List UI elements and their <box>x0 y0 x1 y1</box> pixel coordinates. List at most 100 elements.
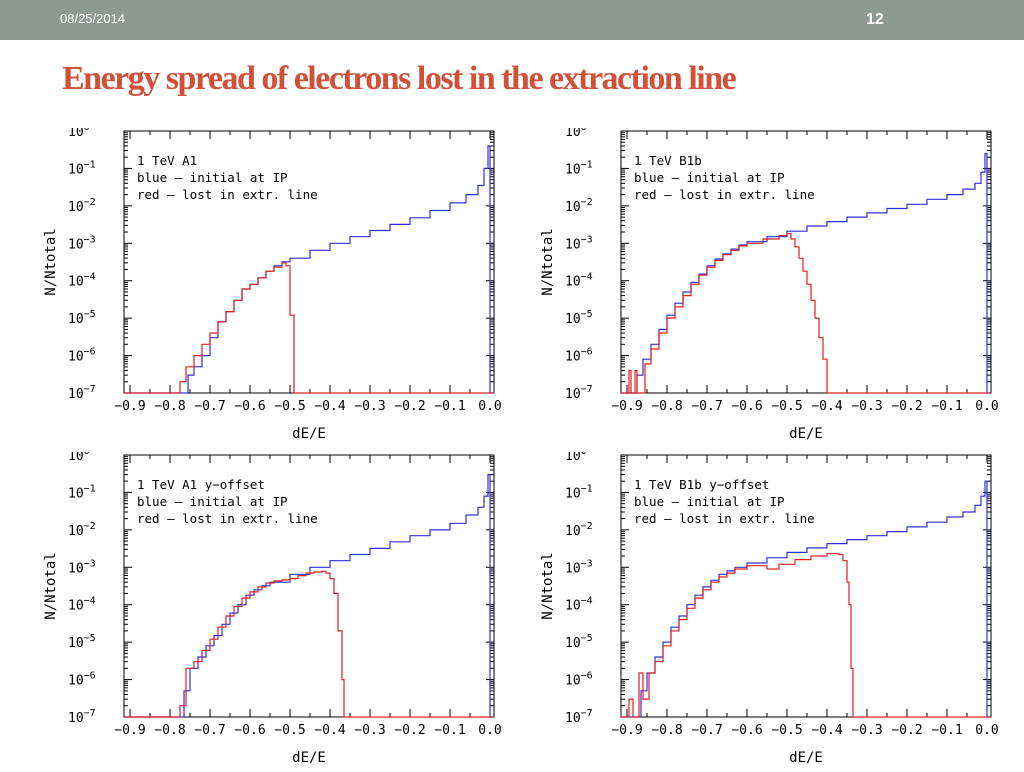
y-tick-label: 10−3 <box>68 234 96 252</box>
x-tick-label: −0.6 <box>731 399 762 414</box>
slide-title: Energy spread of electrons lost in the e… <box>62 60 737 97</box>
x-tick-label: −0.9 <box>611 399 642 414</box>
legend-red: red – lost in extr. line <box>137 187 318 202</box>
y-tick-label: 10−3 <box>565 558 593 576</box>
legend-red: red – lost in extr. line <box>634 511 815 526</box>
x-tick-label: −0.9 <box>114 723 145 738</box>
x-tick-label: −0.7 <box>194 723 225 738</box>
plot-label: 1 TeV B1b y−offset <box>634 477 769 492</box>
x-tick-label: −0.4 <box>314 399 345 414</box>
y-tick-label: 100 <box>68 452 90 464</box>
series-red <box>621 233 991 394</box>
plot-frame <box>123 454 495 718</box>
x-tick-label: −0.4 <box>314 723 345 738</box>
y-tick-label: 10−1 <box>565 483 593 501</box>
x-tick-label: −0.7 <box>194 399 225 414</box>
y-tick-label: 10−7 <box>565 384 593 402</box>
plot-label: 1 TeV A1 y−offset <box>137 477 265 492</box>
y-tick-label: 100 <box>565 452 587 464</box>
x-tick-label: 0.0 <box>975 399 998 414</box>
plot-1tev-a1: 10−710−610−510−410−310−210−1100−0.9−0.8−… <box>43 128 502 442</box>
plot-label: 1 TeV B1b <box>634 153 702 168</box>
y-tick-label: 10−7 <box>565 708 593 726</box>
plot-1tev-b1b-y-offset: 10−710−610−510−410−310−210−1100−0.9−0.8−… <box>540 452 999 766</box>
y-tick-label: 10−3 <box>68 558 96 576</box>
y-tick-label: 10−6 <box>565 671 593 689</box>
y-tick-label: 10−1 <box>68 159 96 177</box>
x-tick-label: −0.3 <box>851 723 882 738</box>
plot-frame <box>620 130 992 394</box>
series-red <box>124 570 494 718</box>
x-tick-label: −0.4 <box>811 399 842 414</box>
x-tick-label: 0.0 <box>478 399 501 414</box>
x-tick-label: −0.7 <box>691 723 722 738</box>
y-tick-label: 10−2 <box>565 521 593 539</box>
legend-red: red – lost in extr. line <box>137 511 318 526</box>
x-tick-label: −0.8 <box>154 399 185 414</box>
plot-frame <box>620 454 992 718</box>
x-tick-label: −0.8 <box>651 723 682 738</box>
y-tick-label: 10−4 <box>565 272 593 290</box>
x-tick-label: −0.6 <box>731 723 762 738</box>
x-tick-label: −0.1 <box>931 723 962 738</box>
legend-blue: blue – initial at IP <box>137 170 288 185</box>
y-tick-label: 10−4 <box>565 596 593 614</box>
y-tick-label: 10−7 <box>68 708 96 726</box>
x-tick-label: −0.2 <box>891 723 922 738</box>
x-tick-label: −0.1 <box>434 399 465 414</box>
x-axis-label: dE/E <box>292 426 326 442</box>
x-tick-label: −0.5 <box>771 399 802 414</box>
slide-number: 12 <box>866 11 884 28</box>
x-tick-label: −0.1 <box>931 399 962 414</box>
x-tick-label: −0.3 <box>354 723 385 738</box>
x-tick-label: −0.5 <box>771 723 802 738</box>
series-blue <box>124 474 494 718</box>
x-tick-label: −0.2 <box>394 723 425 738</box>
x-tick-label: −0.3 <box>354 399 385 414</box>
x-tick-label: −0.8 <box>651 399 682 414</box>
legend-blue: blue – initial at IP <box>137 494 288 509</box>
x-tick-label: 0.0 <box>478 723 501 738</box>
x-tick-label: −0.9 <box>611 723 642 738</box>
x-tick-label: 0.0 <box>975 723 998 738</box>
plot-label: 1 TeV A1 <box>137 153 197 168</box>
x-tick-label: −0.5 <box>274 723 305 738</box>
y-tick-label: 10−5 <box>68 633 96 651</box>
y-axis-label: N/Ntotal <box>43 552 59 619</box>
plot-1tev-a1-y-offset: 10−710−610−510−410−310−210−1100−0.9−0.8−… <box>43 452 502 766</box>
y-tick-label: 10−5 <box>68 309 96 327</box>
x-tick-label: −0.9 <box>114 399 145 414</box>
x-tick-label: −0.6 <box>234 399 265 414</box>
x-tick-label: −0.3 <box>851 399 882 414</box>
y-tick-label: 10−2 <box>565 197 593 215</box>
y-tick-label: 10−4 <box>68 272 96 290</box>
y-tick-label: 10−4 <box>68 596 96 614</box>
x-tick-label: −0.4 <box>811 723 842 738</box>
x-axis-label: dE/E <box>789 750 823 766</box>
legend-blue: blue – initial at IP <box>634 494 785 509</box>
series-red <box>124 262 494 394</box>
y-tick-label: 10−2 <box>68 521 96 539</box>
x-tick-label: −0.2 <box>394 399 425 414</box>
x-tick-label: −0.7 <box>691 399 722 414</box>
y-tick-label: 100 <box>565 128 587 140</box>
y-axis-label: N/Ntotal <box>43 228 59 295</box>
y-tick-label: 10−1 <box>68 483 96 501</box>
legend-blue: blue – initial at IP <box>634 170 785 185</box>
series-blue <box>124 145 494 394</box>
y-tick-label: 100 <box>68 128 90 140</box>
x-tick-label: −0.8 <box>154 723 185 738</box>
x-tick-label: −0.5 <box>274 399 305 414</box>
x-tick-label: −0.2 <box>891 399 922 414</box>
top-bar: 08/25/2014 12 <box>0 0 1024 40</box>
y-tick-label: 10−6 <box>68 347 96 365</box>
y-tick-label: 10−2 <box>68 197 96 215</box>
series-red <box>621 553 991 718</box>
y-tick-label: 10−6 <box>565 347 593 365</box>
y-axis-label: N/Ntotal <box>540 228 556 295</box>
x-axis-label: dE/E <box>789 426 823 442</box>
y-tick-label: 10−7 <box>68 384 96 402</box>
slide-date: 08/25/2014 <box>60 11 126 26</box>
y-axis-label: N/Ntotal <box>540 552 556 619</box>
y-tick-label: 10−1 <box>565 159 593 177</box>
